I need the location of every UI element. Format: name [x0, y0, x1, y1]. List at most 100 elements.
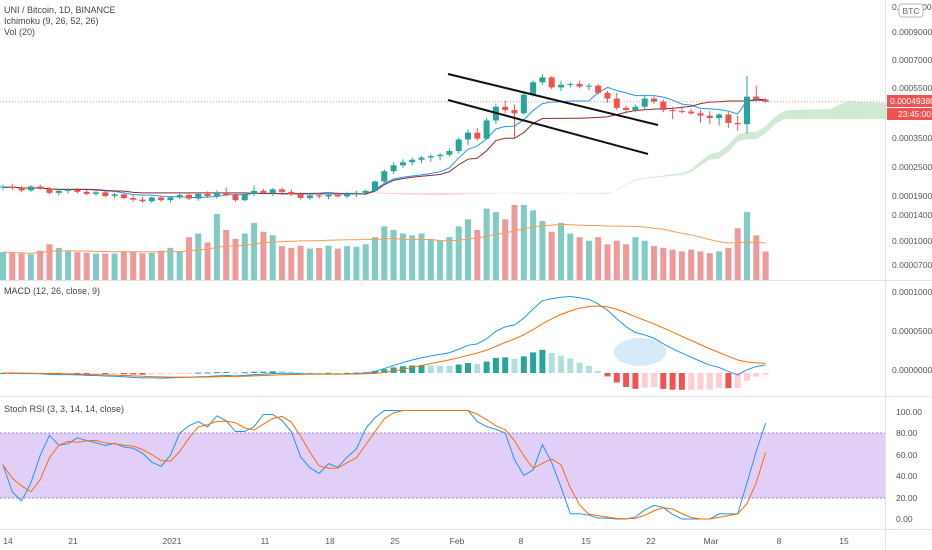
volume-bar: [176, 251, 183, 280]
volume-bar: [716, 251, 723, 280]
macd-histogram-bar: [325, 372, 332, 374]
volume-bar: [409, 235, 416, 280]
currency-badge[interactable]: BTC: [903, 6, 920, 16]
macd-histogram-bar: [576, 362, 583, 373]
candle-body: [9, 186, 16, 188]
cloud-segment: [700, 154, 710, 166]
time-tick-6: Feb: [450, 536, 465, 546]
volume-bar: [427, 238, 434, 280]
legend-volume[interactable]: Vol (20): [4, 27, 35, 37]
volume-bar: [269, 235, 276, 280]
cloud-segment: [598, 192, 608, 195]
cloud-segment: [774, 110, 785, 125]
legend-ichimoku[interactable]: Ichimoku (9, 26, 52, 26): [4, 16, 99, 26]
legend-macd[interactable]: MACD (12, 26, close, 9): [4, 286, 100, 296]
volume-bar: [381, 226, 388, 280]
channel-upper-trendline[interactable]: [447, 73, 659, 126]
legend-stoch[interactable]: Stoch RSI (3, 3, 14, 14, close): [4, 404, 124, 414]
volume-bar: [93, 253, 99, 280]
candle-body: [288, 191, 295, 195]
volume-bar: [651, 246, 657, 280]
macd-histogram-bar: [567, 358, 574, 373]
candle-body: [446, 151, 453, 155]
candle-body: [251, 190, 258, 194]
stoch-tick-1: 80.00: [896, 428, 918, 438]
cloud-segment: [514, 192, 524, 194]
candle-body: [390, 165, 397, 172]
volume-bar: [418, 233, 425, 280]
candle-body: [316, 195, 323, 197]
candle-body: [362, 190, 369, 193]
ichimoku-cloud: [244, 101, 887, 196]
volume-bar: [585, 240, 592, 280]
macd-histogram-bar: [762, 373, 769, 375]
channel-lower-trendline[interactable]: [447, 99, 649, 155]
volume-bar: [297, 245, 304, 280]
candle-body: [660, 101, 667, 110]
volume-bar: [27, 254, 34, 280]
volume-bar: [539, 221, 546, 280]
macd-tick-2: 0.00000000: [892, 365, 932, 375]
cloud-segment: [384, 192, 394, 194]
time-tick-10: Mar: [704, 536, 719, 546]
volume-bar: [288, 247, 295, 280]
volume-bar: [111, 253, 118, 280]
cloud-segment: [784, 109, 794, 120]
candle-body: [511, 109, 518, 114]
stoch-tick-5: 0.00: [896, 514, 913, 524]
volume-bar: [455, 226, 462, 280]
volume-bar: [688, 249, 695, 280]
volume-bar: [390, 230, 397, 280]
macd-histogram-bar: [427, 365, 434, 373]
candle-body: [688, 111, 695, 114]
macd-histogram-bar: [251, 371, 258, 373]
cloud-segment: [858, 101, 868, 120]
candle-body: [167, 197, 174, 201]
cloud-segment: [533, 192, 543, 194]
candle-body: [697, 113, 704, 116]
volume-bar: [483, 208, 490, 280]
macd-histogram-bar: [223, 372, 230, 374]
macd-histogram-bar: [409, 365, 416, 373]
candle-body: [502, 106, 509, 110]
macd-cross-highlight[interactable]: [614, 338, 666, 366]
candle-body: [297, 194, 304, 199]
volume-bar: [502, 219, 509, 280]
candle-body: [641, 98, 648, 107]
volume-bar: [204, 242, 211, 280]
cloud-segment: [709, 151, 720, 160]
macd-histogram-bar: [186, 373, 192, 374]
macd-histogram-bar: [511, 358, 518, 373]
candle-body: [381, 171, 388, 182]
cloud-segment: [337, 189, 348, 191]
candle-body: [55, 190, 62, 193]
macd-histogram-bar: [706, 373, 713, 390]
time-tick-1: 21: [68, 536, 78, 546]
cloud-segment: [495, 192, 506, 194]
macd-histogram-bar: [306, 372, 313, 374]
macd-histogram-bar: [725, 373, 732, 389]
candle-body: [158, 197, 165, 201]
kijun-line: [2, 99, 766, 195]
candle-body: [595, 85, 602, 93]
volume-bar: [725, 247, 732, 280]
macd-histogram-bar: [483, 361, 490, 373]
cloud-segment: [402, 192, 413, 195]
macd-histogram-bar: [418, 365, 425, 373]
candlestick-series: [0, 74, 885, 203]
volume-ma-line: [2, 223, 766, 254]
candle-body: [0, 186, 6, 188]
currency-badge-frame[interactable]: [898, 3, 924, 18]
candle-body: [27, 186, 34, 191]
candle-body: [176, 194, 183, 198]
macd-histogram-bar: [111, 373, 118, 375]
volume-bar: [548, 231, 555, 280]
macd-histogram-bar: [83, 373, 90, 374]
candle-body: [120, 194, 127, 199]
candle-body: [74, 189, 81, 192]
legend-main[interactable]: UNI / Bitcoin, 1D, BINANCE: [4, 5, 116, 15]
cloud-segment: [626, 179, 636, 185]
